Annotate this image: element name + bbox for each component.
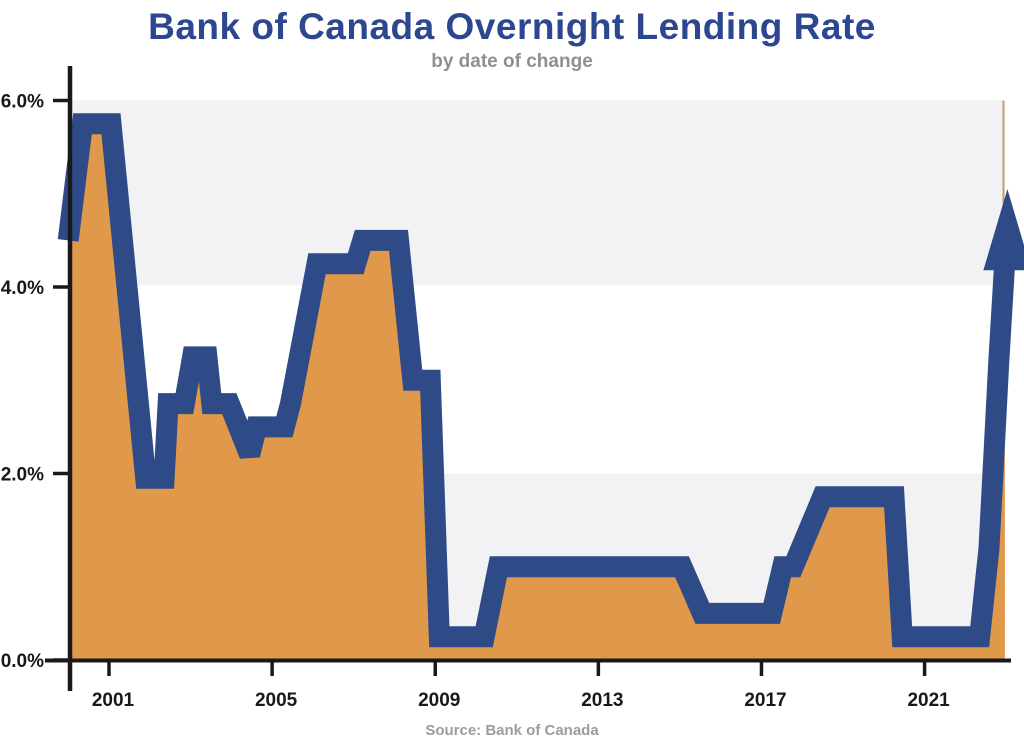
rate-line	[57, 113, 1016, 648]
x-tick-label: 2001	[92, 690, 135, 711]
y-tick-label: 0.0%	[1, 651, 44, 672]
x-tick-label: 2021	[907, 690, 950, 711]
chart-title: Bank of Canada Overnight Lending Rate	[148, 6, 876, 47]
x-tick-label: 2017	[744, 690, 786, 711]
chart-subtitle: by date of change	[431, 51, 593, 72]
x-tick-label: 2005	[255, 690, 298, 711]
y-tick-label: 4.0%	[1, 278, 44, 299]
plot-band	[68, 100, 1004, 286]
trend-arrowhead	[983, 189, 1024, 271]
area-fill	[68, 123, 1005, 660]
y-tick-label: 6.0%	[1, 92, 44, 113]
source-note: Source: Bank of Canada	[425, 722, 599, 739]
y-tick-label: 2.0%	[1, 465, 44, 486]
x-tick-label: 2009	[418, 690, 460, 711]
x-tick-label: 2013	[581, 690, 623, 711]
